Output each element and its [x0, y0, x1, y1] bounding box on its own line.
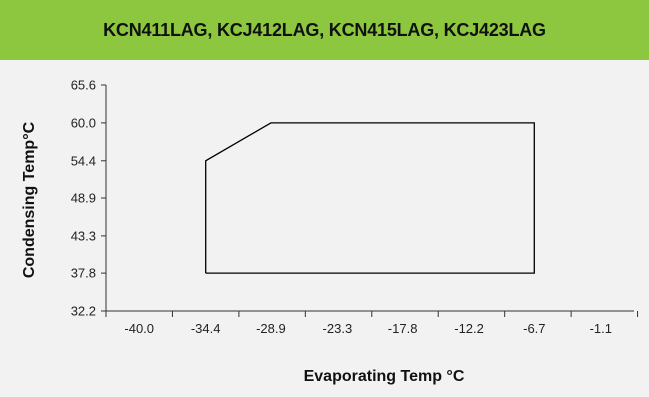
x-axis-title: Evaporating Temp °C — [304, 368, 465, 385]
y-tick-label: 60.0 — [71, 115, 96, 130]
chart-title-bar: KCN411LAG, KCJ412LAG, KCN415LAG, KCJ423L… — [0, 0, 649, 60]
x-tick-label: -40.0 — [124, 321, 154, 336]
x-tick-label: -12.2 — [454, 321, 484, 336]
y-axis-title: Condensing Temp°C — [21, 121, 38, 278]
y-tick-label: 65.6 — [71, 78, 96, 93]
plot-area — [205, 122, 535, 274]
operating-envelope-line — [205, 122, 535, 274]
x-tick-label: -17.8 — [388, 321, 418, 336]
chart-title: KCN411LAG, KCJ412LAG, KCN415LAG, KCJ423L… — [103, 19, 546, 40]
y-tick-label: 48.9 — [71, 191, 96, 206]
axes — [101, 84, 639, 317]
x-tick-label: -1.1 — [590, 321, 612, 336]
y-tick-label: 32.2 — [71, 304, 96, 319]
x-tick-label: -28.9 — [256, 321, 286, 336]
x-tick-label: -23.3 — [323, 321, 353, 336]
x-tick-label: -6.7 — [523, 321, 545, 336]
y-tick-label: 43.3 — [71, 228, 96, 243]
x-tick-label: -34.4 — [191, 321, 221, 336]
tick-labels: 32.2 37.8 43.3 48.9 54.4 60.0 65.6 -40.0 -34.4 -2… — [71, 78, 612, 337]
y-tick-label: 54.4 — [71, 153, 96, 168]
y-tick-label: 37.8 — [71, 266, 96, 281]
